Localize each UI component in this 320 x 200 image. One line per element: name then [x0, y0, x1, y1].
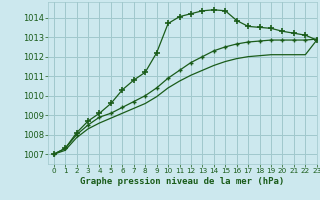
X-axis label: Graphe pression niveau de la mer (hPa): Graphe pression niveau de la mer (hPa) — [80, 177, 284, 186]
